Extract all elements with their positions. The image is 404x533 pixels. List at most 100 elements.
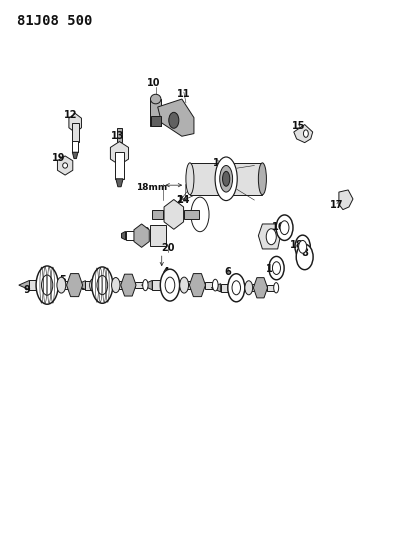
Text: 17: 17 — [330, 200, 344, 211]
Ellipse shape — [274, 282, 279, 293]
Polygon shape — [76, 281, 86, 289]
Text: 13: 13 — [111, 131, 124, 141]
Ellipse shape — [266, 229, 276, 245]
Bar — [29, 280, 45, 290]
Text: 3: 3 — [142, 227, 149, 237]
Ellipse shape — [186, 163, 194, 195]
Ellipse shape — [276, 215, 293, 240]
Ellipse shape — [169, 112, 179, 128]
Ellipse shape — [280, 221, 289, 235]
Bar — [152, 209, 163, 219]
Bar — [184, 209, 199, 219]
Ellipse shape — [42, 275, 53, 295]
Bar — [149, 225, 166, 246]
Text: 9: 9 — [23, 286, 30, 295]
Ellipse shape — [160, 269, 180, 301]
Ellipse shape — [245, 281, 252, 295]
Bar — [205, 281, 215, 288]
Ellipse shape — [191, 197, 209, 232]
Polygon shape — [339, 190, 353, 209]
Ellipse shape — [303, 130, 308, 138]
Polygon shape — [122, 231, 126, 240]
Text: 1: 1 — [213, 158, 219, 168]
Polygon shape — [110, 142, 128, 165]
Ellipse shape — [92, 267, 113, 303]
Ellipse shape — [228, 274, 245, 302]
Text: 6: 6 — [225, 267, 231, 277]
Polygon shape — [19, 280, 29, 290]
Polygon shape — [294, 125, 313, 143]
Polygon shape — [72, 152, 78, 159]
Ellipse shape — [36, 266, 58, 304]
Ellipse shape — [272, 262, 280, 274]
Ellipse shape — [97, 276, 107, 295]
Bar — [190, 163, 262, 195]
Ellipse shape — [215, 157, 237, 200]
Ellipse shape — [269, 256, 284, 280]
Bar — [82, 281, 93, 288]
Polygon shape — [116, 179, 123, 187]
Bar — [126, 231, 138, 240]
Ellipse shape — [63, 163, 67, 168]
Polygon shape — [158, 99, 194, 136]
Text: 7: 7 — [102, 275, 109, 285]
Ellipse shape — [143, 279, 148, 290]
Bar — [117, 128, 122, 142]
Bar — [180, 281, 191, 289]
Bar — [267, 285, 276, 291]
Bar — [72, 123, 79, 142]
Text: 8: 8 — [301, 248, 308, 258]
Bar — [221, 284, 235, 292]
Polygon shape — [259, 224, 280, 249]
Polygon shape — [67, 273, 83, 297]
Bar — [151, 116, 160, 126]
Text: 10: 10 — [147, 78, 160, 88]
Ellipse shape — [165, 277, 175, 293]
Text: 14: 14 — [177, 195, 191, 205]
Polygon shape — [69, 114, 82, 133]
Ellipse shape — [112, 278, 120, 293]
Polygon shape — [57, 156, 73, 175]
Polygon shape — [189, 273, 206, 297]
Ellipse shape — [150, 94, 161, 104]
Polygon shape — [164, 199, 183, 229]
Ellipse shape — [180, 277, 189, 293]
Bar — [57, 281, 68, 289]
Text: 19: 19 — [53, 152, 66, 163]
Text: 15: 15 — [292, 120, 305, 131]
Ellipse shape — [259, 163, 266, 195]
Ellipse shape — [232, 281, 240, 295]
Text: 18mm: 18mm — [136, 183, 167, 192]
Text: 4: 4 — [162, 267, 169, 277]
Bar — [135, 282, 145, 288]
Ellipse shape — [57, 277, 66, 293]
Polygon shape — [142, 280, 152, 290]
Bar — [152, 280, 168, 290]
Ellipse shape — [220, 165, 233, 192]
Text: 18: 18 — [290, 240, 303, 250]
Bar — [245, 284, 255, 292]
Polygon shape — [211, 284, 221, 292]
Ellipse shape — [295, 235, 310, 259]
Ellipse shape — [213, 279, 218, 291]
Bar — [150, 99, 161, 126]
Bar — [112, 281, 122, 289]
Polygon shape — [134, 224, 149, 247]
Ellipse shape — [223, 171, 230, 186]
Text: 12: 12 — [64, 110, 78, 120]
Bar — [86, 281, 101, 289]
Polygon shape — [253, 278, 267, 298]
Text: 16: 16 — [272, 222, 285, 232]
Text: 18: 18 — [266, 264, 279, 274]
Bar — [72, 141, 78, 152]
Polygon shape — [121, 274, 136, 296]
Text: 2: 2 — [177, 195, 183, 205]
Text: 5: 5 — [60, 275, 67, 285]
Text: 20: 20 — [161, 243, 175, 253]
Text: 11: 11 — [177, 88, 191, 99]
Ellipse shape — [299, 240, 307, 253]
Text: 81J08 500: 81J08 500 — [17, 14, 92, 28]
Ellipse shape — [90, 279, 95, 291]
Bar — [115, 152, 124, 179]
Ellipse shape — [296, 244, 313, 270]
